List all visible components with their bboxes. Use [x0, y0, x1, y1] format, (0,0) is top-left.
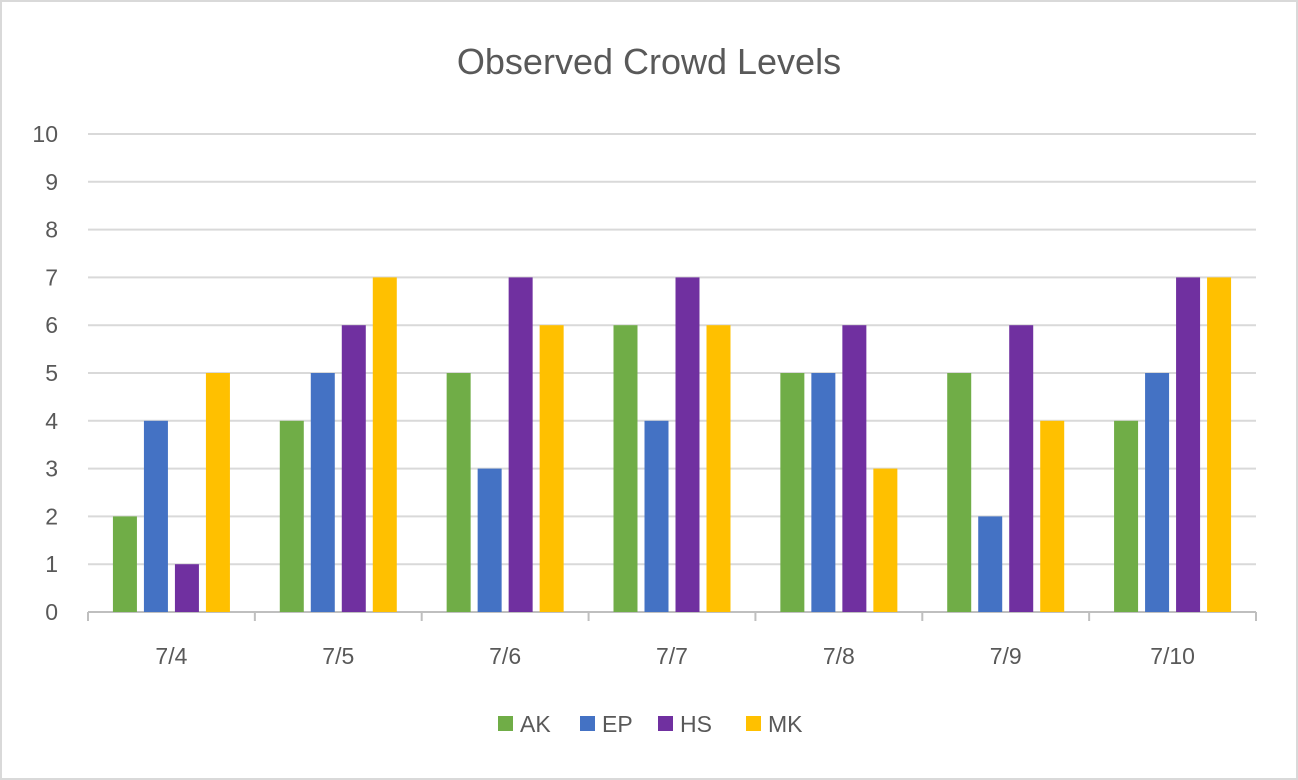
x-tick-label: 7/5 [322, 643, 354, 669]
bar-ak-7-5 [279, 420, 304, 612]
y-tick-label: 3 [45, 456, 58, 482]
x-axis: 7/4 7/5 7/6 7/7 7/8 7/9 7/10 [87, 612, 1257, 669]
bar-mk-7-10 [1207, 277, 1232, 612]
bar-hs-7-8 [842, 325, 867, 612]
legend-swatch-ak [498, 716, 513, 731]
legend-label-ep: EP [602, 711, 633, 737]
bar-mk-7-8 [873, 468, 898, 612]
bar-ak-7-9 [947, 373, 972, 612]
bar-ak-7-10 [1114, 420, 1139, 612]
bar-hs-7-4 [174, 564, 199, 612]
legend-swatch-hs [658, 716, 673, 731]
y-tick-label: 1 [45, 551, 58, 577]
bar-hs-7-5 [341, 325, 366, 612]
x-tick-label: 7/10 [1150, 643, 1195, 669]
bar-ak-7-8 [780, 373, 805, 612]
legend-label-mk: MK [768, 711, 803, 737]
bar-mk-7-9 [1040, 420, 1065, 612]
y-axis-ticks: 0 1 2 3 4 5 6 7 8 9 10 [32, 121, 58, 625]
legend: AK EP HS MK [498, 711, 803, 737]
x-tick-label: 7/6 [489, 643, 521, 669]
bar-hs-7-6 [508, 277, 533, 612]
y-tick-label: 2 [45, 503, 58, 529]
legend-swatch-ep [580, 716, 595, 731]
bar-ak-7-4 [112, 516, 137, 612]
legend-swatch-mk [746, 716, 761, 731]
bar-ep-7-5 [310, 373, 335, 612]
bar-ak-7-6 [446, 373, 471, 612]
bar-hs-7-10 [1176, 277, 1201, 612]
bar-ep-7-10 [1145, 373, 1170, 612]
y-tick-label: 4 [45, 408, 58, 434]
bar-mk-7-7 [706, 325, 731, 612]
y-tick-label: 6 [45, 312, 58, 338]
bar-ak-7-7 [613, 325, 638, 612]
y-tick-label: 8 [45, 217, 58, 243]
y-tick-label: 5 [45, 360, 58, 386]
y-tick-label: 0 [45, 599, 58, 625]
y-tick-label: 10 [32, 121, 58, 147]
x-tick-label: 7/8 [823, 643, 855, 669]
bar-hs-7-9 [1009, 325, 1034, 612]
bar-mk-7-5 [372, 277, 397, 612]
gridlines [88, 133, 1256, 613]
y-tick-label: 7 [45, 264, 58, 290]
bar-mk-7-6 [539, 325, 564, 612]
chart-title: Observed Crowd Levels [457, 41, 841, 82]
bar-ep-7-4 [143, 420, 168, 612]
x-tick-label: 7/7 [656, 643, 688, 669]
bar-ep-7-6 [477, 468, 502, 612]
x-tick-label: 7/4 [155, 643, 187, 669]
y-tick-label: 9 [45, 169, 58, 195]
x-tick-label: 7/9 [990, 643, 1022, 669]
legend-label-ak: AK [520, 711, 551, 737]
legend-label-hs: HS [680, 711, 712, 737]
bar-hs-7-7 [675, 277, 700, 612]
bar-ep-7-7 [644, 420, 669, 612]
bars [112, 277, 1232, 612]
bar-ep-7-8 [811, 373, 836, 612]
bar-mk-7-4 [205, 373, 230, 612]
bar-ep-7-9 [978, 516, 1003, 612]
